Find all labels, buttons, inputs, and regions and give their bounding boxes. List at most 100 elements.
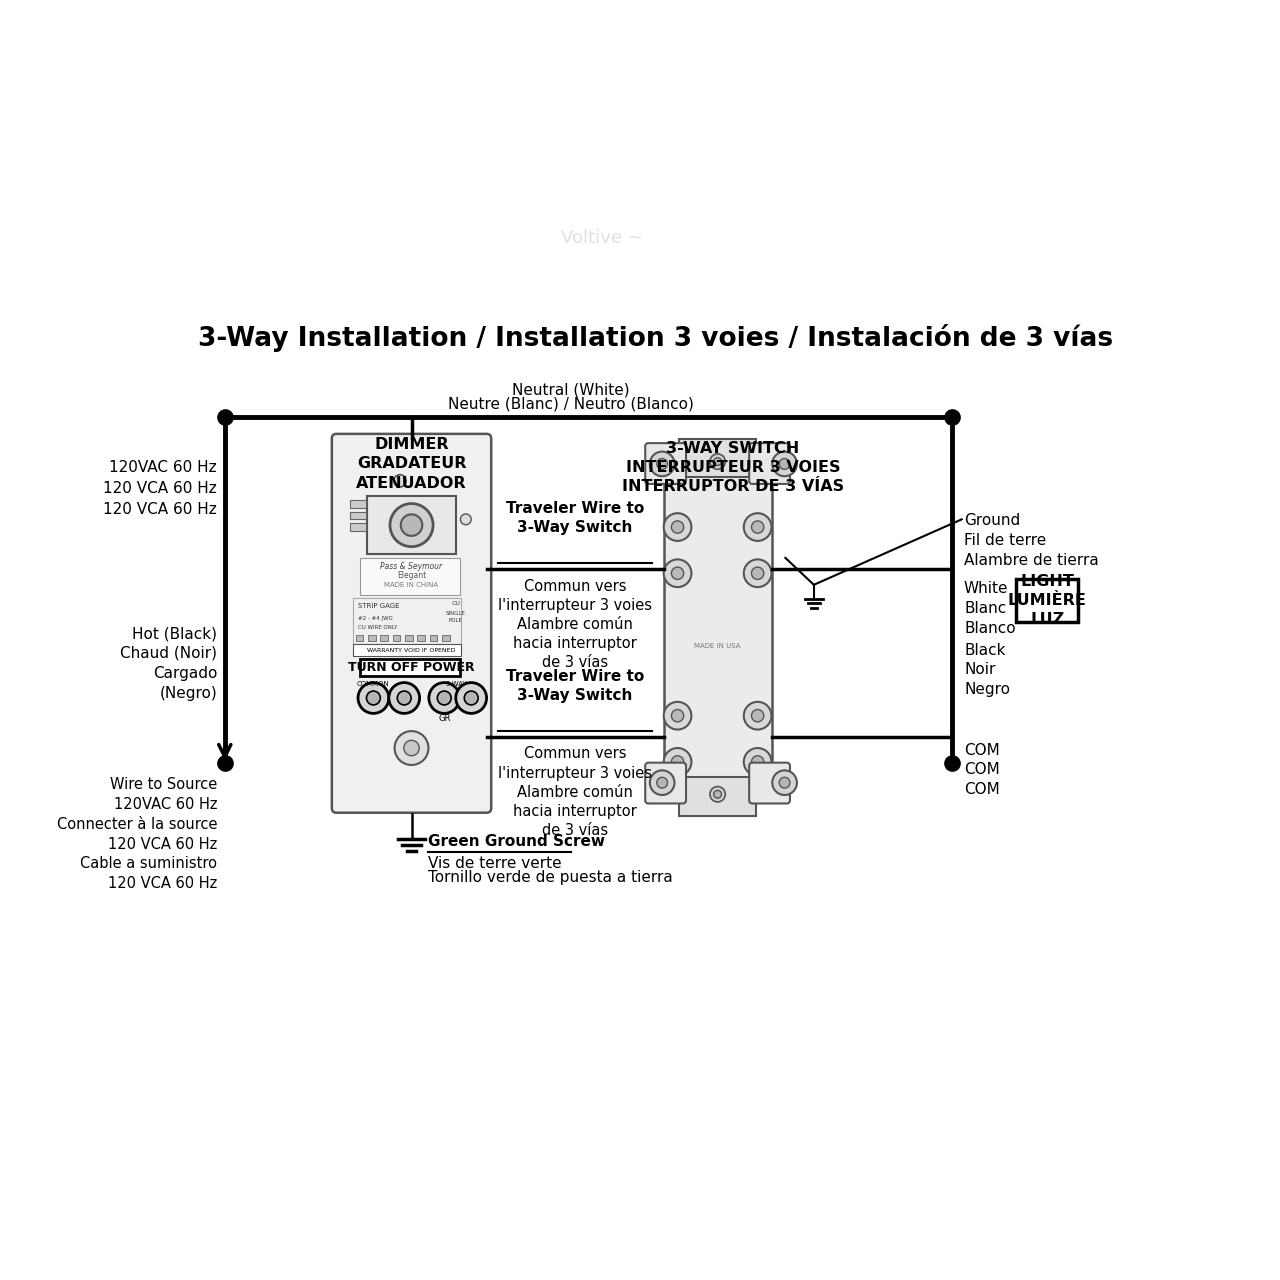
Text: COMMON: COMMON: [357, 681, 390, 687]
Text: Vis de terre verte: Vis de terre verte: [429, 856, 562, 872]
Text: 3-WAY: 3-WAY: [445, 681, 467, 687]
Text: Commun vers
l'interrupteur 3 voies
Alambre común
hacia interruptor
de 3 vías: Commun vers l'interrupteur 3 voies Alamb…: [498, 746, 652, 838]
Bar: [680, 439, 756, 477]
Circle shape: [394, 475, 406, 486]
Text: CU: CU: [452, 600, 461, 605]
Text: 3-Way Installation / Installation 3 voies / Instalación de 3 vías: 3-Way Installation / Installation 3 voie…: [198, 324, 1114, 352]
Circle shape: [710, 786, 726, 803]
Bar: [442, 635, 449, 641]
Text: #2 - #4 JWG: #2 - #4 JWG: [358, 616, 393, 621]
Bar: [417, 635, 425, 641]
Text: WARRANTY VOID IF OPENED: WARRANTY VOID IF OPENED: [367, 648, 456, 653]
Text: MADE IN CHINA: MADE IN CHINA: [384, 582, 439, 588]
Circle shape: [650, 771, 675, 795]
Bar: [380, 635, 388, 641]
Circle shape: [672, 567, 684, 580]
Circle shape: [389, 682, 420, 713]
Text: CU WIRE ONLY: CU WIRE ONLY: [358, 626, 397, 631]
Circle shape: [650, 452, 675, 476]
Text: Neutral (White): Neutral (White): [512, 383, 630, 398]
Circle shape: [664, 701, 691, 730]
Circle shape: [657, 777, 668, 788]
Text: Neutre (Blanc) / Neutro (Blanco): Neutre (Blanc) / Neutro (Blanco): [448, 397, 694, 411]
Text: COM
COM
COM: COM COM COM: [964, 742, 1000, 797]
Bar: [369, 635, 376, 641]
Circle shape: [744, 748, 772, 776]
Text: Traveler Wire to
3-Way Switch: Traveler Wire to 3-Way Switch: [506, 502, 644, 535]
Circle shape: [403, 740, 420, 755]
Circle shape: [664, 513, 691, 541]
Circle shape: [438, 691, 451, 705]
Circle shape: [397, 691, 411, 705]
FancyBboxPatch shape: [645, 443, 686, 484]
Text: Voltive ~: Voltive ~: [561, 229, 643, 247]
Bar: [664, 462, 772, 785]
Circle shape: [390, 503, 433, 547]
Text: Commun vers
l'interrupteur 3 voies
Alambre común
hacia interruptor
de 3 vías: Commun vers l'interrupteur 3 voies Alamb…: [498, 579, 652, 671]
Circle shape: [751, 709, 764, 722]
Circle shape: [657, 458, 668, 470]
Text: Tornillo verde de puesta a tierra: Tornillo verde de puesta a tierra: [429, 870, 673, 884]
Bar: [680, 777, 756, 815]
FancyBboxPatch shape: [749, 763, 790, 804]
Circle shape: [780, 458, 790, 470]
FancyBboxPatch shape: [645, 763, 686, 804]
Text: STRIP GAGE: STRIP GAGE: [358, 603, 399, 608]
Text: MADE IN USA: MADE IN USA: [694, 644, 741, 649]
Circle shape: [456, 682, 486, 713]
Circle shape: [780, 777, 790, 788]
FancyBboxPatch shape: [749, 443, 790, 484]
Text: Green Ground Screw: Green Ground Screw: [429, 835, 605, 850]
Bar: [404, 635, 412, 641]
Text: SINGLE: SINGLE: [445, 611, 466, 616]
Circle shape: [744, 701, 772, 730]
Text: Traveler Wire to
3-Way Switch: Traveler Wire to 3-Way Switch: [506, 669, 644, 703]
Bar: [351, 524, 366, 531]
Text: GR: GR: [438, 714, 451, 723]
Circle shape: [358, 682, 389, 713]
Circle shape: [772, 771, 797, 795]
Bar: [430, 635, 438, 641]
Text: DIMMER
GRADATEUR
ATENUADOR: DIMMER GRADATEUR ATENUADOR: [356, 438, 467, 490]
Circle shape: [366, 691, 380, 705]
Circle shape: [744, 513, 772, 541]
Circle shape: [465, 691, 479, 705]
Circle shape: [714, 790, 722, 799]
Text: 3-WAY SWITCH
INTERRUPTEUR 3 VOIES
INTERRUPTOR DE 3 VÍAS: 3-WAY SWITCH INTERRUPTEUR 3 VOIES INTERR…: [622, 442, 844, 494]
Text: Wire to Source
120VAC 60 Hz
Connecter à la source
120 VCA 60 Hz
Cable a suminist: Wire to Source 120VAC 60 Hz Connecter à …: [56, 777, 218, 891]
Bar: [360, 558, 460, 595]
Bar: [360, 659, 460, 676]
Text: POLE: POLE: [449, 618, 463, 623]
FancyBboxPatch shape: [332, 434, 492, 813]
Circle shape: [401, 515, 422, 536]
Bar: [367, 497, 456, 554]
Circle shape: [751, 521, 764, 534]
Circle shape: [672, 521, 684, 534]
Circle shape: [672, 755, 684, 768]
Text: Elegant: Elegant: [397, 571, 426, 580]
Circle shape: [394, 731, 429, 765]
Circle shape: [461, 515, 471, 525]
Bar: [353, 644, 461, 657]
Bar: [351, 500, 366, 508]
Circle shape: [429, 682, 460, 713]
Text: Pass & Seymour: Pass & Seymour: [380, 562, 443, 571]
Circle shape: [664, 748, 691, 776]
Text: 120VAC 60 Hz
120 VCA 60 Hz
120 VCA 60 Hz: 120VAC 60 Hz 120 VCA 60 Hz 120 VCA 60 Hz: [104, 460, 218, 517]
Bar: [353, 598, 461, 644]
Circle shape: [672, 709, 684, 722]
Circle shape: [772, 452, 797, 476]
Circle shape: [664, 559, 691, 588]
Text: TURN OFF POWER: TURN OFF POWER: [348, 662, 475, 675]
Bar: [1016, 580, 1078, 622]
Text: Hot (Black)
Chaud (Noir)
Cargado
(Negro): Hot (Black) Chaud (Noir) Cargado (Negro): [120, 626, 218, 700]
Circle shape: [710, 454, 726, 470]
Text: Black
Noir
Negro: Black Noir Negro: [964, 643, 1010, 698]
Circle shape: [751, 755, 764, 768]
Circle shape: [751, 567, 764, 580]
Text: LIGHT
LUMIÈRE
LUZ: LIGHT LUMIÈRE LUZ: [1007, 573, 1087, 627]
Text: Ground
Fil de terre
Alambre de tierra: Ground Fil de terre Alambre de tierra: [964, 513, 1098, 568]
Circle shape: [714, 458, 722, 466]
Circle shape: [744, 559, 772, 588]
Bar: [351, 512, 366, 520]
